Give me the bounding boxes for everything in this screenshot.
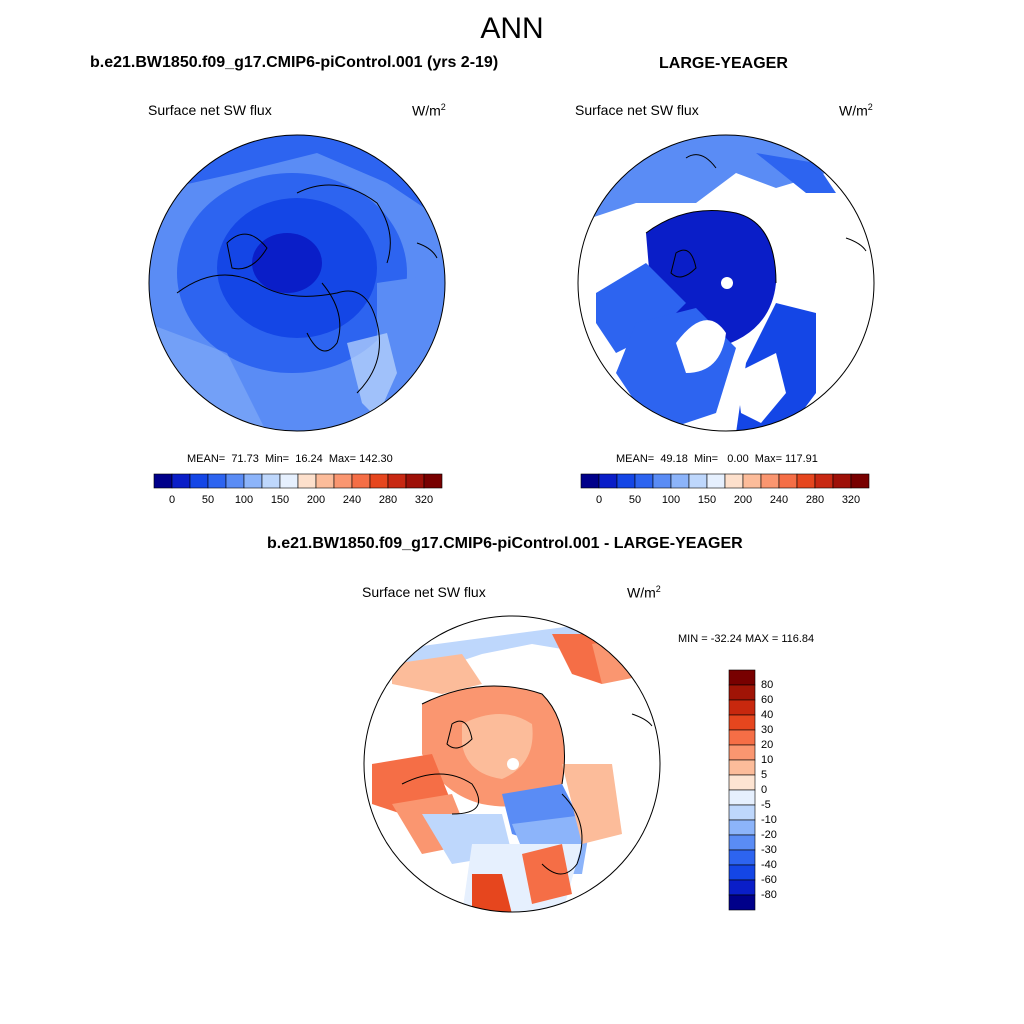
colorbar-swatch: [405, 473, 425, 489]
panel-3-variable: Surface net SW flux: [362, 584, 486, 600]
panel-1-tick: 50: [201, 494, 215, 506]
colorbar-swatch: [728, 744, 756, 761]
panel-3-tick: -10: [761, 814, 777, 826]
panel-1-polar-map: [148, 134, 446, 432]
colorbar-swatch: [279, 473, 299, 489]
colorbar-swatch: [225, 473, 245, 489]
panel-3-colorbar: [728, 669, 756, 911]
colorbar-swatch: [724, 473, 744, 489]
panel-3-stats: MIN = -32.24 MAX = 116.84: [678, 633, 815, 645]
panel-1-tick: 200: [306, 494, 326, 506]
panel-3-tick: 5: [761, 769, 768, 781]
panel-2-title: LARGE-YEAGER: [659, 55, 788, 72]
panel-3-tick: 0: [761, 784, 768, 796]
panel-2-tick: 0: [595, 494, 603, 506]
colorbar-swatch: [580, 473, 600, 489]
colorbar-swatch: [728, 849, 756, 866]
colorbar-swatch: [189, 473, 209, 489]
colorbar-swatch: [261, 473, 281, 489]
panel-1-colorbar: [153, 473, 443, 489]
panel-2-variable: Surface net SW flux: [575, 102, 699, 118]
panel-1-tick: 0: [168, 494, 176, 506]
colorbar-swatch: [423, 473, 443, 489]
colorbar-swatch: [688, 473, 708, 489]
panel-2-tick: 240: [769, 494, 789, 506]
panel-2-units: W/m2: [839, 102, 873, 119]
panel-2-polar-map: [577, 134, 875, 432]
colorbar-swatch: [634, 473, 654, 489]
panel-3-title: b.e21.BW1850.f09_g17.CMIP6-piControl.001…: [267, 535, 743, 552]
panel-1-title: b.e21.BW1850.f09_g17.CMIP6-piControl.001…: [90, 54, 499, 71]
colorbar-swatch: [333, 473, 353, 489]
colorbar-swatch: [387, 473, 407, 489]
colorbar-swatch: [243, 473, 263, 489]
colorbar-swatch: [728, 774, 756, 791]
colorbar-swatch: [832, 473, 852, 489]
panel-2-stats: MEAN= 49.18 Min= 0.00 Max= 117.91: [616, 453, 818, 465]
colorbar-swatch: [728, 729, 756, 746]
panel-2-tick: 100: [661, 494, 681, 506]
colorbar-swatch: [728, 804, 756, 821]
panel-3-units: W/m2: [627, 584, 661, 601]
colorbar-swatch: [728, 879, 756, 896]
colorbar-swatch: [153, 473, 173, 489]
panel-3-tick: 40: [761, 709, 774, 721]
colorbar-swatch: [351, 473, 371, 489]
panel-2-tick: 150: [697, 494, 717, 506]
colorbar-swatch: [728, 684, 756, 701]
panel-3-tick: 80: [761, 679, 774, 691]
colorbar-swatch: [670, 473, 690, 489]
colorbar-swatch: [796, 473, 816, 489]
colorbar-swatch: [297, 473, 317, 489]
colorbar-swatch: [652, 473, 672, 489]
panel-1-tick: 100: [234, 494, 254, 506]
panel-3-tick: -40: [761, 859, 777, 871]
colorbar-swatch: [728, 789, 756, 806]
panel-3-tick: -5: [761, 799, 771, 811]
colorbar-swatch: [742, 473, 762, 489]
colorbar-swatch: [616, 473, 636, 489]
panel-2-tick: 320: [841, 494, 861, 506]
panel-3-tick: -30: [761, 844, 777, 856]
colorbar-swatch: [369, 473, 389, 489]
colorbar-swatch: [760, 473, 780, 489]
panel-1-tick: 240: [342, 494, 362, 506]
panel-1-tick: 320: [414, 494, 434, 506]
panel-1-tick: 280: [378, 494, 398, 506]
panel-3-tick: 10: [761, 754, 774, 766]
panel-3-tick: -20: [761, 829, 777, 841]
colorbar-swatch: [728, 819, 756, 836]
panel-1-tick: 150: [270, 494, 290, 506]
panel-1-stats: MEAN= 71.73 Min= 16.24 Max= 142.30: [187, 453, 393, 465]
colorbar-swatch: [207, 473, 227, 489]
panel-3-polar-map: [363, 615, 661, 913]
panel-3-tick: -80: [761, 889, 777, 901]
colorbar-swatch: [728, 699, 756, 716]
colorbar-swatch: [850, 473, 870, 489]
colorbar-swatch: [728, 864, 756, 881]
colorbar-swatch: [728, 894, 756, 911]
colorbar-swatch: [315, 473, 335, 489]
panel-3-tick: 60: [761, 694, 774, 706]
colorbar-swatch: [728, 759, 756, 776]
colorbar-swatch: [706, 473, 726, 489]
panel-2-tick: 200: [733, 494, 753, 506]
panel-1-units: W/m2: [412, 102, 446, 119]
figure-title: ANN: [480, 12, 544, 45]
colorbar-swatch: [728, 834, 756, 851]
colorbar-swatch: [814, 473, 834, 489]
colorbar-swatch: [171, 473, 191, 489]
colorbar-swatch: [598, 473, 618, 489]
panel-3-tick: 20: [761, 739, 774, 751]
panel-3-tick: 30: [761, 724, 774, 736]
panel-3-tick: -60: [761, 874, 777, 886]
panel-1-variable: Surface net SW flux: [148, 102, 272, 118]
colorbar-swatch: [728, 669, 756, 686]
colorbar-swatch: [778, 473, 798, 489]
panel-2-tick: 50: [628, 494, 642, 506]
panel-2-colorbar: [580, 473, 870, 489]
colorbar-swatch: [728, 714, 756, 731]
panel-2-tick: 280: [805, 494, 825, 506]
